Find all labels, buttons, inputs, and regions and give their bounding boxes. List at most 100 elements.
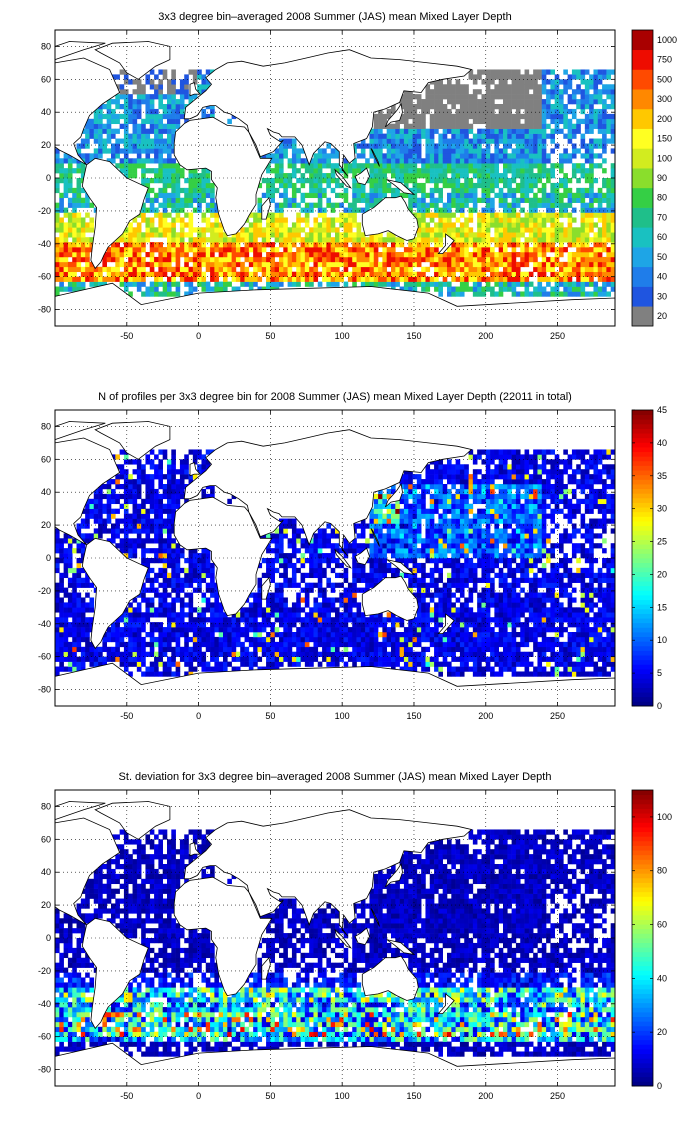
bin-cell	[554, 74, 560, 80]
bin-cell	[477, 256, 482, 263]
bin-cell	[567, 266, 573, 273]
bin-cell	[468, 163, 474, 169]
bin-cell	[593, 256, 599, 263]
bin-cell	[313, 187, 319, 194]
bin-cell	[274, 153, 280, 159]
bin-cell	[408, 207, 413, 213]
bin-cell	[158, 607, 163, 613]
bin-cell	[128, 247, 133, 253]
bin-cell	[576, 192, 581, 199]
bin-cell	[235, 286, 241, 292]
bin-cell	[434, 118, 439, 125]
bin-cell	[593, 286, 599, 292]
bin-cell	[132, 641, 138, 648]
bin-cell	[554, 187, 560, 194]
bin-cell	[248, 261, 254, 268]
bin-cell	[597, 128, 603, 134]
bin-cell	[132, 99, 138, 105]
bin-cell	[175, 572, 181, 579]
bin-cell	[253, 597, 258, 603]
bin-cell	[279, 153, 284, 159]
bin-cell	[167, 666, 172, 672]
bin-cell	[503, 227, 508, 233]
bin-cell	[477, 197, 482, 203]
bin-cell	[102, 128, 107, 134]
bin-cell	[59, 597, 64, 603]
bin-cell	[584, 202, 590, 208]
bin-cell	[554, 113, 560, 120]
bin-cell	[571, 237, 577, 243]
bin-cell	[455, 94, 461, 100]
bin-cell	[391, 108, 396, 115]
bin-cell	[485, 79, 491, 85]
bin-cell	[584, 153, 590, 159]
bin-cell	[235, 256, 241, 263]
bin-cell	[360, 271, 366, 277]
bin-cell	[412, 173, 418, 179]
bin-cell	[550, 104, 555, 110]
bin-cell	[119, 449, 125, 455]
bin-cell	[511, 197, 517, 203]
bin-cell	[352, 207, 357, 213]
bin-cell	[218, 651, 224, 657]
bin-cell	[537, 271, 543, 277]
bin-cell	[335, 153, 340, 159]
bin-cell	[98, 661, 103, 667]
bin-cell	[571, 133, 577, 139]
bin-cell	[421, 232, 426, 238]
bin-cell	[123, 488, 129, 495]
bin-cell	[123, 646, 129, 653]
bin-cell	[365, 256, 370, 263]
bin-cell	[481, 163, 487, 169]
bin-cell	[132, 646, 138, 653]
bin-cell	[115, 148, 120, 154]
y-tick-label: 20	[41, 140, 51, 150]
bin-cell	[515, 291, 521, 297]
bin-cell	[485, 202, 491, 208]
bin-cell	[192, 227, 198, 233]
bin-cell	[128, 612, 133, 618]
bin-cell	[498, 212, 504, 218]
bin-cell	[184, 222, 189, 228]
bin-cell	[141, 474, 146, 480]
bin-cell	[515, 108, 521, 115]
bin-cell	[485, 173, 491, 179]
bin-cell	[330, 163, 336, 169]
bin-cell	[541, 222, 547, 228]
bin-cell	[227, 252, 232, 258]
bin-cell	[154, 622, 159, 628]
bin-cell	[171, 493, 176, 500]
bin-cell	[546, 261, 551, 268]
bin-cell	[490, 212, 495, 218]
bin-cell	[270, 607, 275, 613]
bin-cell	[184, 474, 189, 480]
bin-cell	[533, 113, 538, 120]
bin-cell	[266, 602, 271, 608]
bin-cell	[597, 227, 603, 233]
bin-cell	[132, 271, 138, 277]
bin-cell	[309, 242, 314, 248]
bin-cell	[158, 227, 163, 233]
bin-cell	[459, 266, 465, 273]
bin-cell	[128, 237, 133, 243]
bin-cell	[541, 158, 547, 164]
bin-cell	[533, 207, 538, 213]
bin-cell	[63, 612, 69, 618]
bin-cell	[111, 158, 116, 164]
bin-cell	[498, 79, 504, 85]
bin-cell	[554, 143, 560, 149]
bin-cell	[67, 666, 73, 672]
bin-cell	[145, 459, 151, 465]
bin-cell	[533, 99, 538, 105]
bin-cell	[455, 247, 461, 253]
bin-cell	[162, 187, 168, 194]
bin-cell	[567, 197, 573, 203]
bin-cell	[511, 217, 517, 223]
bin-cell	[248, 661, 254, 667]
bin-cell	[451, 168, 456, 174]
bin-cell	[274, 168, 280, 174]
bin-cell	[490, 286, 495, 292]
bin-cell	[481, 133, 487, 139]
bin-cell	[188, 607, 194, 613]
bin-cell	[584, 291, 590, 297]
